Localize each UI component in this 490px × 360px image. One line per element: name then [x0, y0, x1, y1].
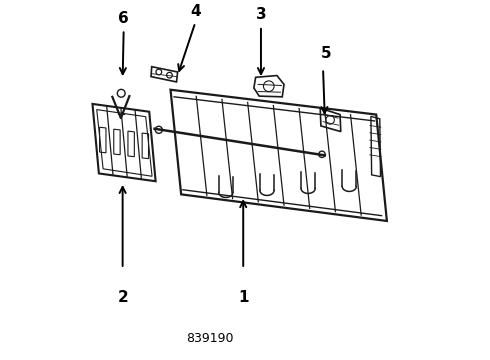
- Text: 5: 5: [321, 46, 332, 61]
- Text: 1: 1: [238, 290, 248, 305]
- Text: 2: 2: [117, 290, 128, 305]
- Text: 6: 6: [118, 11, 129, 26]
- Text: 4: 4: [190, 4, 200, 19]
- Text: 839190: 839190: [186, 332, 233, 345]
- Text: 3: 3: [256, 7, 266, 22]
